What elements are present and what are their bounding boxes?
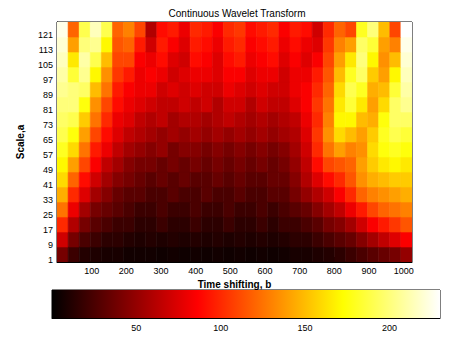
svg-text:33: 33 (43, 195, 53, 205)
svg-text:9: 9 (48, 240, 53, 250)
svg-text:200: 200 (382, 323, 397, 333)
svg-text:Scale,a: Scale,a (15, 124, 26, 159)
svg-text:113: 113 (39, 45, 53, 55)
svg-text:65: 65 (43, 135, 53, 145)
svg-text:150: 150 (298, 323, 313, 333)
svg-text:49: 49 (43, 165, 53, 175)
svg-text:41: 41 (43, 180, 53, 190)
svg-text:121: 121 (38, 30, 53, 40)
svg-text:100: 100 (84, 266, 99, 276)
svg-text:97: 97 (43, 75, 53, 85)
svg-text:17: 17 (43, 225, 53, 235)
svg-text:600: 600 (257, 266, 272, 276)
svg-text:800: 800 (327, 266, 342, 276)
svg-text:400: 400 (188, 266, 203, 276)
svg-text:57: 57 (43, 150, 53, 160)
svg-text:50: 50 (131, 323, 141, 333)
svg-text:500: 500 (223, 266, 238, 276)
svg-text:1: 1 (48, 255, 53, 265)
svg-text:1000: 1000 (394, 266, 414, 276)
svg-text:200: 200 (119, 266, 134, 276)
svg-text:700: 700 (292, 266, 307, 276)
svg-text:25: 25 (43, 210, 53, 220)
svg-text:900: 900 (361, 266, 376, 276)
svg-text:100: 100 (213, 323, 228, 333)
svg-text:81: 81 (43, 105, 53, 115)
svg-text:Continuous Wavelet Transform: Continuous Wavelet Transform (169, 8, 306, 19)
svg-text:73: 73 (43, 120, 53, 130)
svg-text:105: 105 (38, 60, 53, 70)
svg-text:89: 89 (43, 90, 53, 100)
svg-text:300: 300 (153, 266, 168, 276)
svg-text:Time shifting, b: Time shifting, b (198, 279, 272, 290)
